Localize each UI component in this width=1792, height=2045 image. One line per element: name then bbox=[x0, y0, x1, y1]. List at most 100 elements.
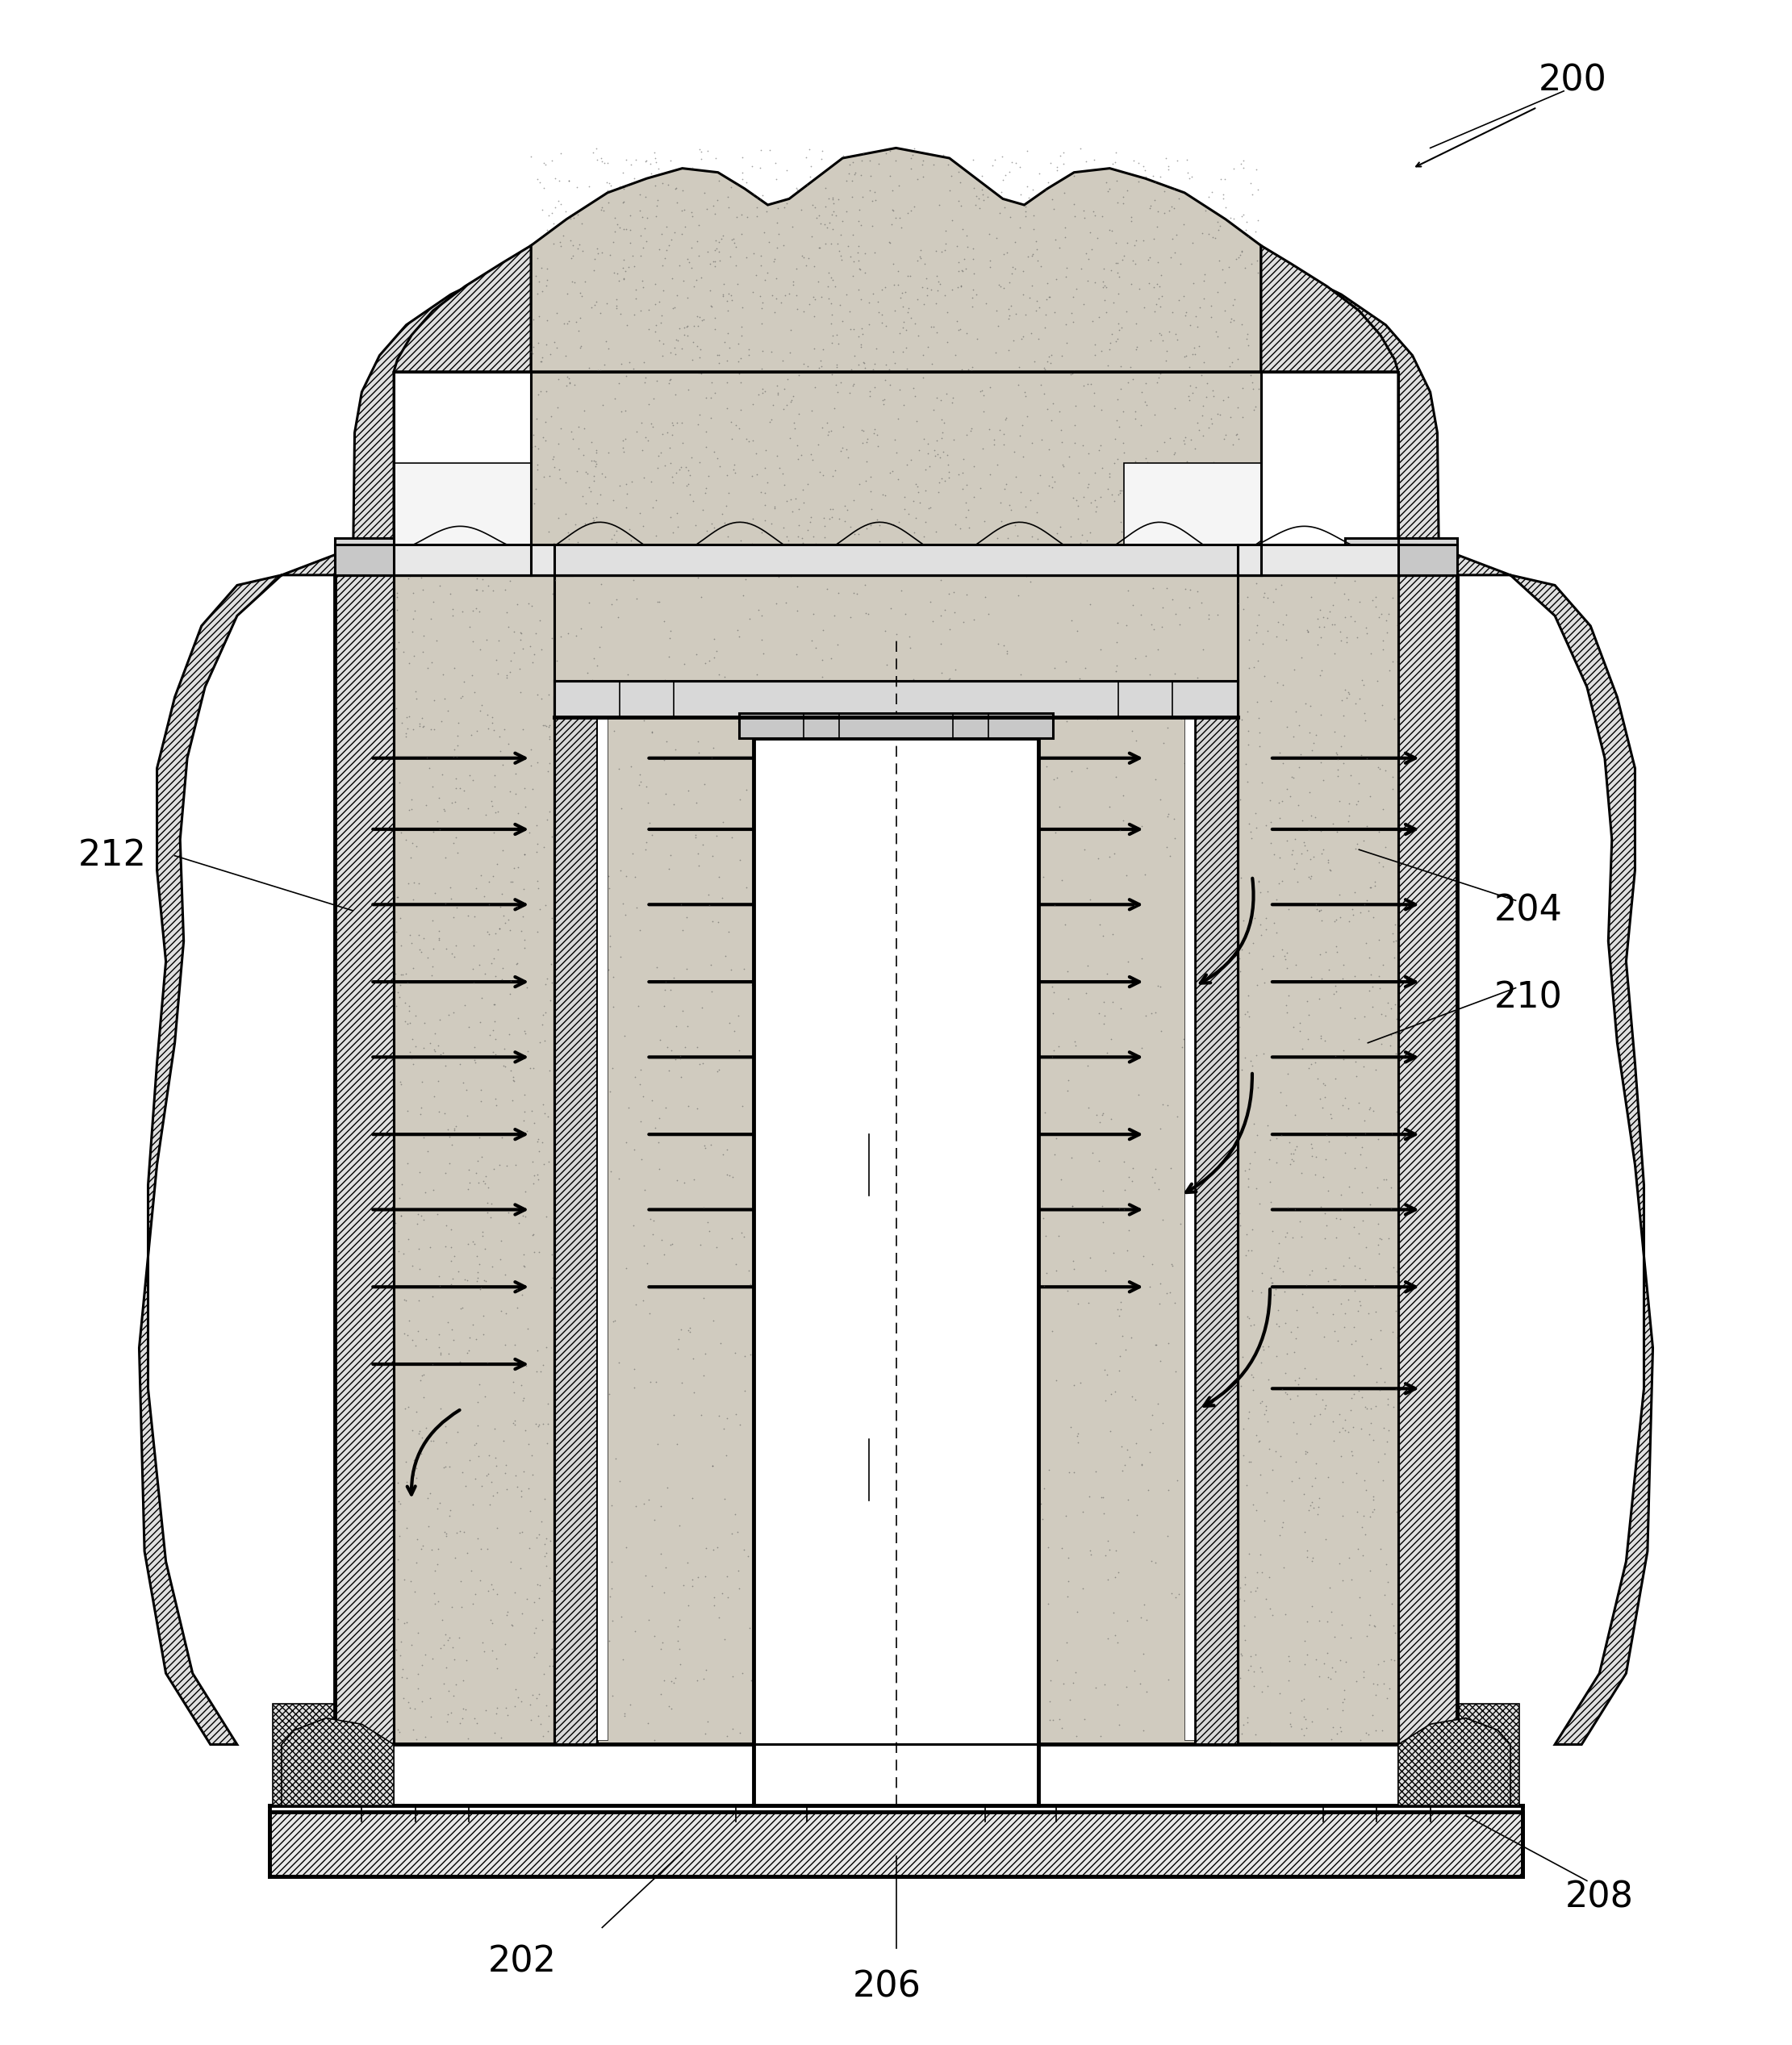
Point bbox=[670, 558, 699, 591]
Point bbox=[556, 1102, 584, 1135]
Point bbox=[521, 472, 550, 505]
Point bbox=[1364, 1446, 1392, 1479]
Point bbox=[941, 595, 969, 628]
Point bbox=[1195, 1065, 1224, 1098]
Point bbox=[1364, 601, 1392, 634]
Point bbox=[547, 1380, 575, 1413]
Point bbox=[410, 1638, 439, 1671]
Point bbox=[772, 186, 801, 219]
Point bbox=[731, 871, 760, 904]
Point bbox=[496, 865, 525, 898]
Bar bbox=[335, 538, 448, 575]
Point bbox=[548, 219, 577, 252]
Point bbox=[1012, 401, 1041, 434]
Point bbox=[1002, 509, 1030, 542]
Point bbox=[1217, 200, 1245, 233]
Point bbox=[1297, 1544, 1326, 1577]
Point bbox=[1349, 824, 1378, 857]
Point bbox=[530, 172, 559, 205]
Point bbox=[1305, 1661, 1333, 1693]
Point bbox=[1285, 1205, 1314, 1237]
Point bbox=[1176, 1661, 1204, 1693]
Point bbox=[1027, 368, 1055, 401]
Point bbox=[477, 1569, 505, 1601]
Point bbox=[1296, 800, 1324, 832]
Point bbox=[421, 1554, 450, 1587]
Point bbox=[520, 638, 548, 671]
Point bbox=[1351, 1472, 1380, 1505]
Point bbox=[1120, 519, 1149, 552]
Point bbox=[613, 1125, 642, 1157]
Point bbox=[715, 916, 744, 949]
Point bbox=[1030, 1219, 1059, 1252]
Point bbox=[1179, 665, 1208, 697]
Point bbox=[783, 593, 812, 626]
Point bbox=[1038, 996, 1066, 1029]
Point bbox=[486, 1149, 514, 1182]
Point bbox=[968, 160, 996, 192]
Point bbox=[548, 1415, 577, 1448]
Point bbox=[579, 667, 607, 699]
Point bbox=[1179, 266, 1208, 299]
Point bbox=[568, 724, 597, 757]
Point bbox=[724, 614, 753, 646]
Point bbox=[1000, 227, 1029, 260]
Point bbox=[439, 740, 468, 773]
Point bbox=[582, 233, 611, 266]
Point bbox=[722, 200, 751, 233]
Point bbox=[1366, 922, 1394, 955]
Point bbox=[1340, 959, 1369, 992]
Point bbox=[1106, 474, 1134, 507]
Point bbox=[1362, 1714, 1391, 1746]
Point bbox=[586, 1354, 615, 1387]
Point bbox=[1272, 1378, 1301, 1411]
Point bbox=[1331, 626, 1360, 658]
Point bbox=[674, 319, 702, 352]
Point bbox=[1233, 695, 1262, 728]
Point bbox=[1107, 350, 1136, 382]
Point bbox=[1258, 1599, 1287, 1632]
Point bbox=[504, 1292, 532, 1325]
Point bbox=[1290, 1515, 1319, 1548]
Point bbox=[538, 196, 566, 229]
Point bbox=[1090, 986, 1118, 1018]
Point bbox=[713, 519, 742, 552]
Point bbox=[1075, 1286, 1104, 1319]
Point bbox=[1075, 1241, 1104, 1274]
Point bbox=[1219, 982, 1247, 1014]
Point bbox=[1113, 174, 1142, 207]
Point bbox=[1086, 429, 1115, 462]
Point bbox=[1306, 1082, 1335, 1115]
Point bbox=[1202, 1102, 1231, 1135]
Point bbox=[464, 949, 493, 982]
Point bbox=[1204, 1646, 1233, 1679]
Point bbox=[534, 1100, 563, 1133]
Point bbox=[1342, 828, 1371, 861]
Point bbox=[545, 225, 573, 258]
Point bbox=[437, 1129, 466, 1162]
Point bbox=[577, 425, 606, 458]
Bar bbox=[554, 544, 1238, 575]
Point bbox=[1084, 1145, 1113, 1178]
Point bbox=[471, 1460, 500, 1493]
Point bbox=[552, 278, 581, 311]
Point bbox=[1319, 1405, 1348, 1438]
Point bbox=[1206, 495, 1235, 528]
Point bbox=[521, 1636, 550, 1669]
Point bbox=[1090, 920, 1118, 953]
Point bbox=[1030, 1096, 1059, 1129]
Point bbox=[1346, 1288, 1374, 1321]
Point bbox=[1294, 1022, 1322, 1055]
Point bbox=[1016, 564, 1045, 597]
Point bbox=[398, 1022, 426, 1055]
Point bbox=[394, 646, 423, 679]
Point bbox=[1045, 534, 1073, 566]
Point bbox=[889, 335, 918, 368]
Point bbox=[1090, 1497, 1118, 1530]
Point bbox=[831, 505, 860, 538]
Point bbox=[1233, 513, 1262, 546]
Point bbox=[414, 1509, 443, 1542]
Point bbox=[1039, 464, 1068, 497]
Point bbox=[425, 924, 453, 957]
Point bbox=[1373, 1389, 1401, 1421]
